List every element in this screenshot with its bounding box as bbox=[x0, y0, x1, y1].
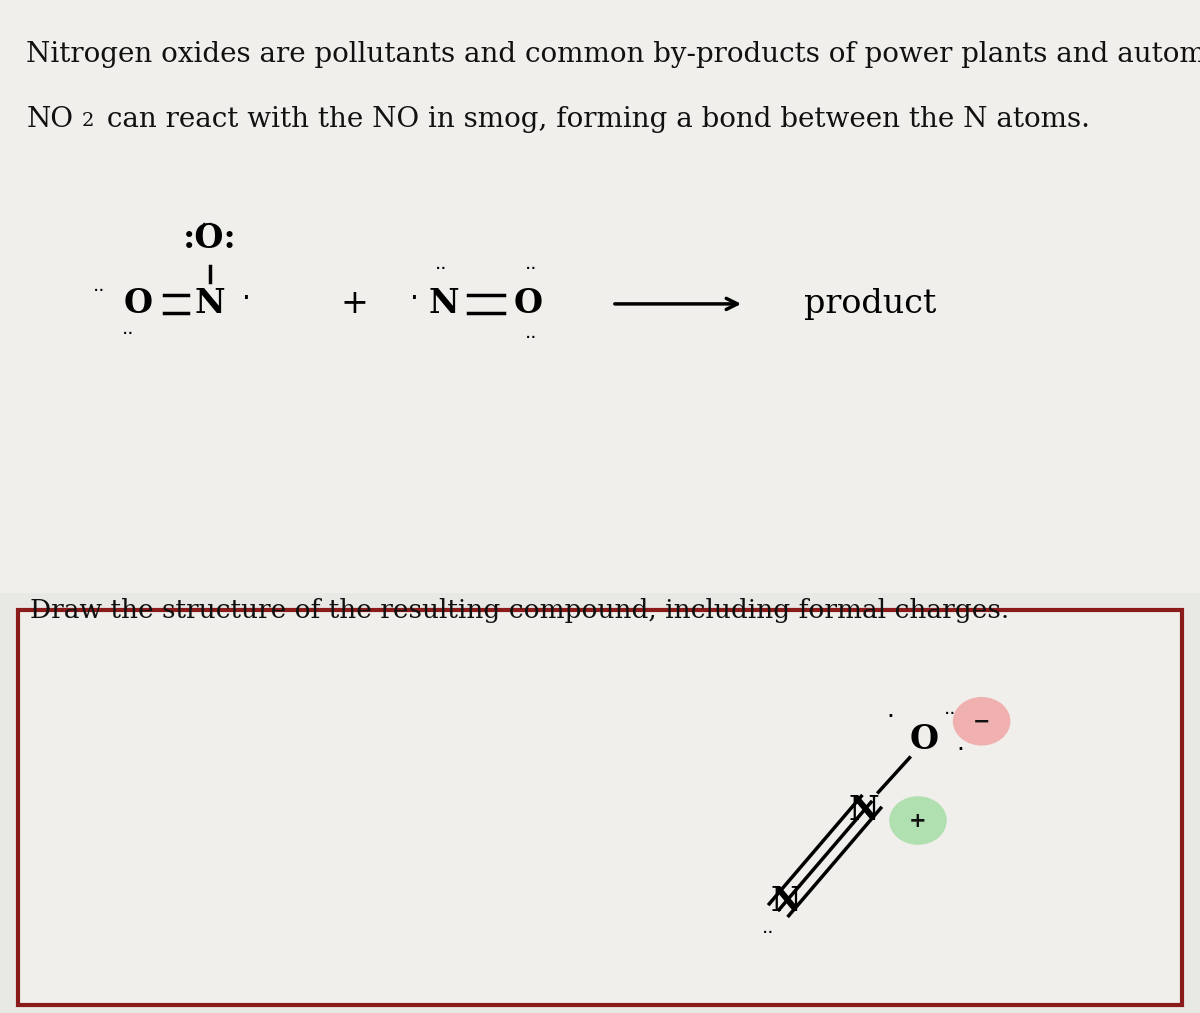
Text: ··: ·· bbox=[526, 260, 538, 279]
Text: 2: 2 bbox=[82, 112, 94, 131]
Text: ··: ·· bbox=[944, 705, 956, 723]
Text: ·: · bbox=[409, 285, 419, 313]
Text: N: N bbox=[770, 885, 802, 918]
Bar bbox=[18, 610, 1182, 1005]
Text: +: + bbox=[340, 288, 368, 320]
Text: N: N bbox=[848, 794, 880, 827]
Text: N: N bbox=[194, 288, 226, 320]
Bar bbox=[0, 0, 1200, 593]
Text: :O:: :O: bbox=[184, 222, 236, 254]
Text: ·: · bbox=[241, 285, 251, 313]
Text: ·: · bbox=[956, 737, 964, 762]
Text: O: O bbox=[514, 288, 542, 320]
Text: ··: ·· bbox=[122, 325, 134, 343]
Text: N: N bbox=[428, 288, 460, 320]
Text: O: O bbox=[124, 288, 152, 320]
Text: +: + bbox=[910, 810, 926, 831]
Text: ··: ·· bbox=[436, 260, 448, 279]
Text: product: product bbox=[804, 288, 936, 320]
Circle shape bbox=[953, 697, 1010, 746]
Text: −: − bbox=[973, 711, 990, 731]
Text: ··: ·· bbox=[200, 217, 220, 235]
Circle shape bbox=[889, 796, 947, 845]
Text: O: O bbox=[910, 723, 938, 756]
Text: ·: · bbox=[887, 705, 894, 729]
Text: ··: ·· bbox=[762, 925, 774, 943]
Text: can react with the NO in smog, forming a bond between the N atoms.: can react with the NO in smog, forming a… bbox=[98, 106, 1091, 134]
Text: ··: ·· bbox=[94, 283, 106, 301]
Text: NO: NO bbox=[26, 106, 73, 134]
Text: Draw the structure of the resulting compound, including formal charges.: Draw the structure of the resulting comp… bbox=[30, 598, 1009, 623]
Text: Nitrogen oxides are pollutants and common by-products of power plants and automo: Nitrogen oxides are pollutants and commo… bbox=[26, 41, 1200, 68]
Text: ··: ·· bbox=[526, 329, 538, 347]
